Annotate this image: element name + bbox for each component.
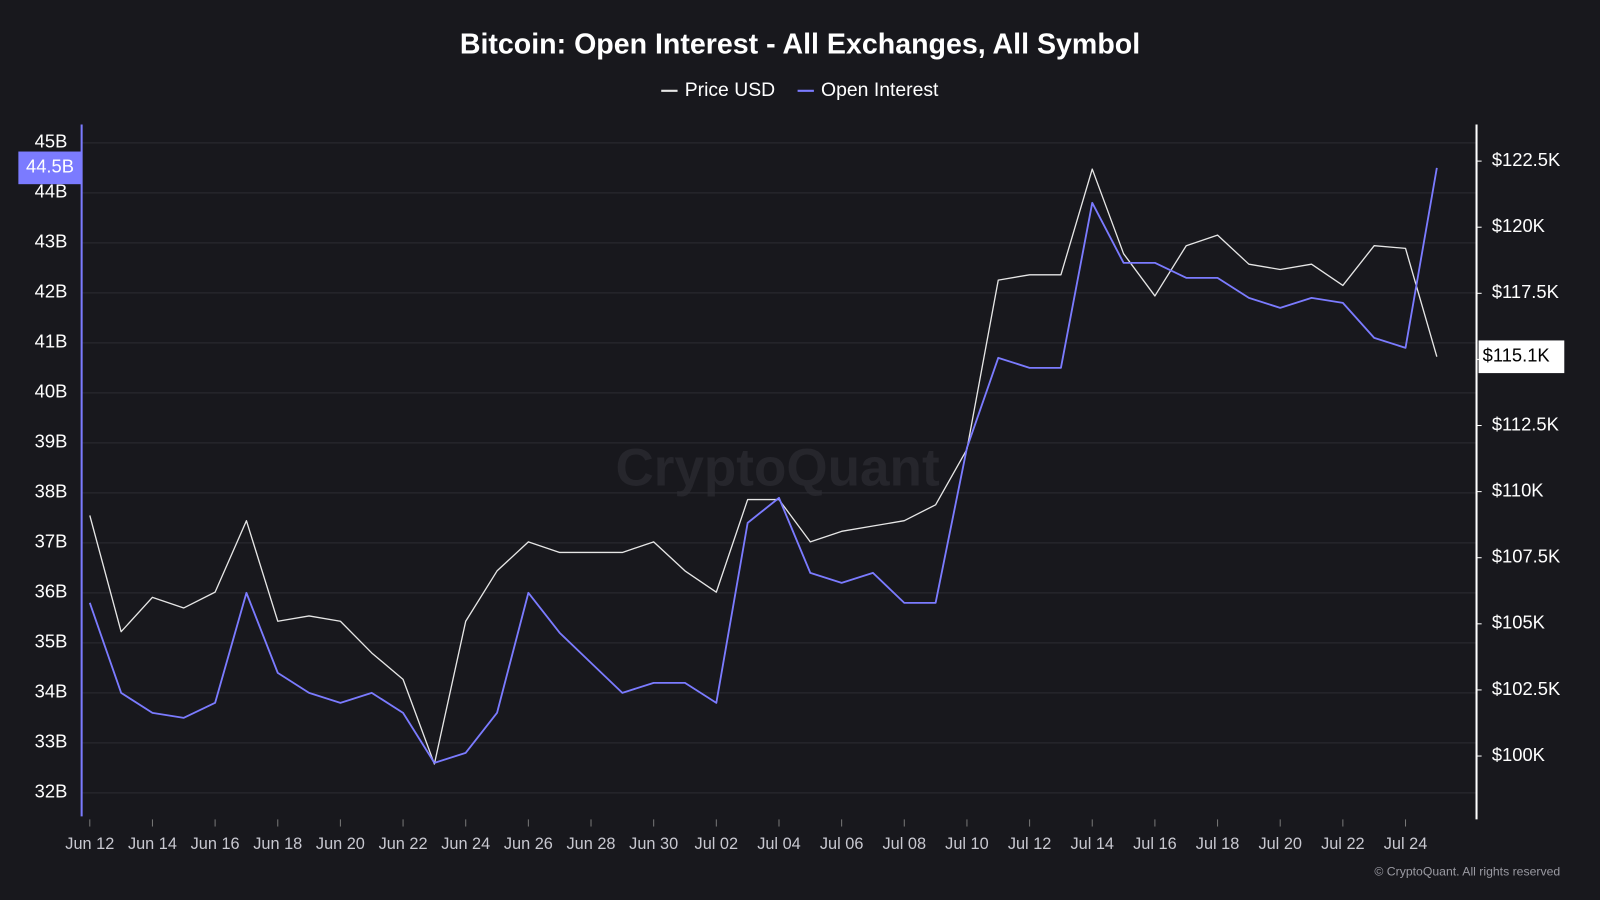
y2-tick-label: $112.5K xyxy=(1492,413,1560,434)
y2-tick-label: $122.5K xyxy=(1492,149,1561,170)
x-tick-label: Jul 04 xyxy=(757,835,801,853)
x-tick-label: Jun 14 xyxy=(128,835,177,853)
y2-tick-label: $110K xyxy=(1492,479,1544,500)
x-tick-label: Jun 28 xyxy=(567,835,616,853)
y2-tick-label: $100K xyxy=(1492,744,1546,765)
copyright: © CryptoQuant. All rights reserved xyxy=(1374,865,1560,879)
last-value-label: 44.5B xyxy=(26,156,74,177)
y-tick-label: 41B xyxy=(35,331,68,352)
y2-tick-label: $102.5K xyxy=(1492,678,1561,699)
x-tick-label: Jun 22 xyxy=(379,835,428,853)
watermark: CryptoQuant xyxy=(615,438,939,497)
y-tick-label: 38B xyxy=(35,481,68,502)
x-tick-label: Jun 30 xyxy=(629,835,678,853)
y2-tick-label: $105K xyxy=(1492,612,1546,633)
legend: Price USD Open Interest xyxy=(661,79,939,101)
y-tick-label: 35B xyxy=(35,631,68,652)
y-tick-label: 44B xyxy=(35,181,68,202)
last-value-label: $115.1K xyxy=(1483,345,1551,366)
x-tick-label: Jul 16 xyxy=(1133,835,1177,853)
y-tick-label: 43B xyxy=(35,231,68,252)
x-tick-label: Jun 24 xyxy=(441,835,490,853)
legend-label: Open Interest xyxy=(821,79,939,101)
y-tick-label: 42B xyxy=(35,281,68,302)
y-tick-label: 32B xyxy=(35,781,68,802)
x-tick-label: Jul 22 xyxy=(1321,835,1365,853)
chart-title: Bitcoin: Open Interest - All Exchanges, … xyxy=(460,28,1140,60)
y-tick-label: 45B xyxy=(35,131,68,152)
x-tick-label: Jul 24 xyxy=(1384,835,1428,853)
x-tick-label: Jun 26 xyxy=(504,835,553,853)
series-line xyxy=(89,168,1438,765)
y2-tick-label: $117.5K xyxy=(1492,281,1560,302)
y-tick-label: 39B xyxy=(35,431,68,452)
x-tick-label: Jul 18 xyxy=(1196,835,1240,853)
y2-tick-label: $120K xyxy=(1492,215,1546,236)
x-tick-label: Jun 20 xyxy=(316,835,365,853)
y-tick-label: 40B xyxy=(35,381,68,402)
series-line xyxy=(88,167,1438,764)
legend-label: Price USD xyxy=(685,79,775,101)
x-tick-label: Jul 08 xyxy=(883,835,927,853)
x-tick-label: Jul 06 xyxy=(820,835,864,853)
x-tick-label: Jun 18 xyxy=(253,835,302,853)
y-tick-label: 37B xyxy=(35,531,68,552)
last-value-badge xyxy=(1478,340,1565,374)
y2-tick-label: $107.5K xyxy=(1492,546,1561,567)
y-tick-label: 36B xyxy=(35,581,68,602)
y-tick-label: 33B xyxy=(35,731,68,752)
x-tick-label: Jun 12 xyxy=(65,835,114,853)
last-value-badge xyxy=(18,151,82,185)
x-tick-label: Jul 02 xyxy=(695,835,739,853)
x-tick-label: Jul 20 xyxy=(1258,835,1302,853)
y-tick-label: 34B xyxy=(35,681,68,702)
x-tick-label: Jun 16 xyxy=(191,835,240,853)
x-tick-label: Jul 12 xyxy=(1008,835,1052,853)
x-tick-label: Jul 14 xyxy=(1070,835,1114,853)
x-tick-label: Jul 10 xyxy=(945,835,989,853)
